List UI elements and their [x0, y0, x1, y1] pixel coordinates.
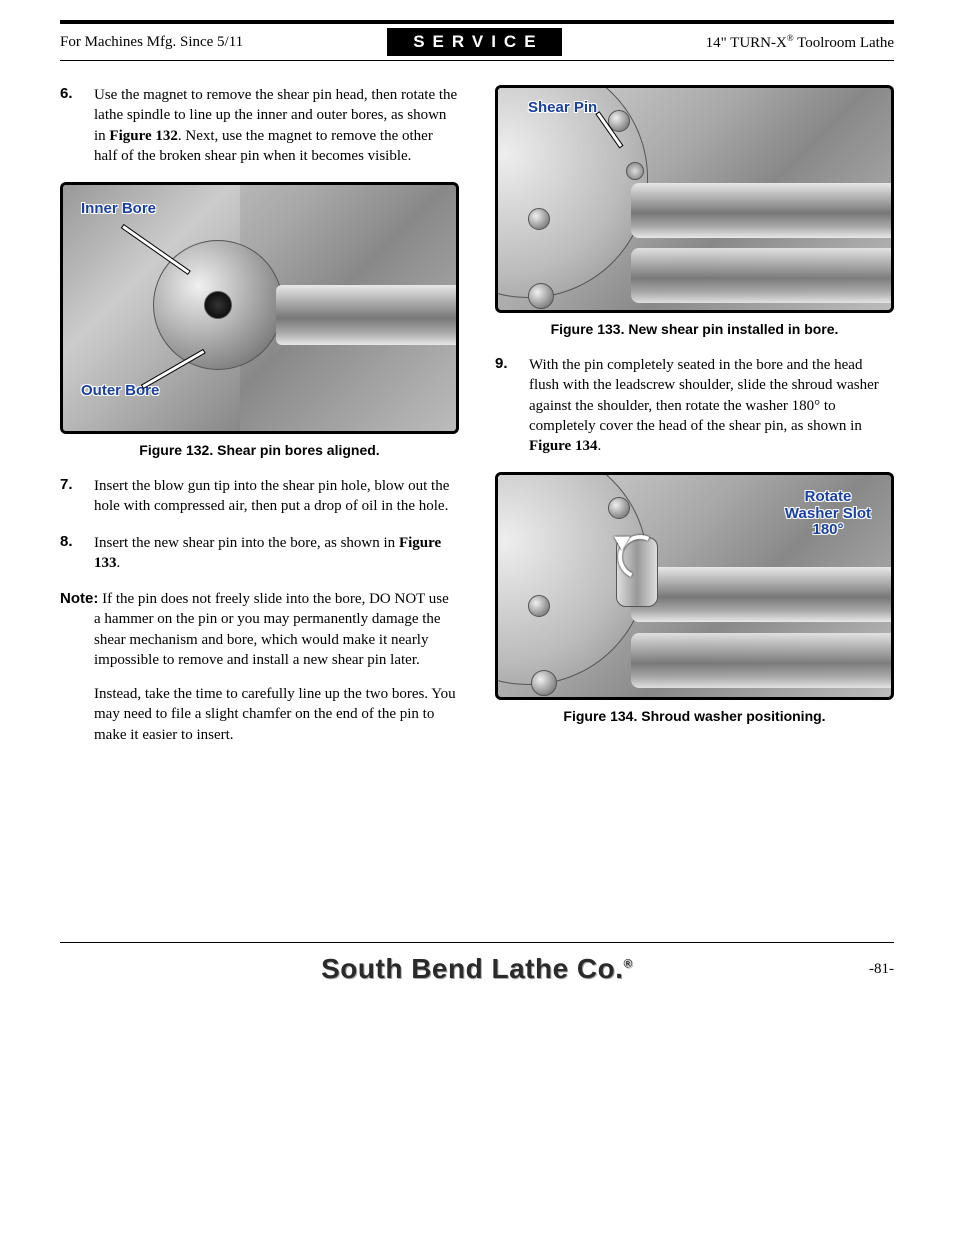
step-9: 9. With the pin completely seated in the… — [495, 355, 894, 456]
note-p2: Instead, take the time to carefully line… — [94, 684, 459, 745]
step-number: 8. — [60, 533, 94, 574]
note-label: Note: — [60, 590, 98, 607]
step-7: 7. Insert the blow gun tip into the shea… — [60, 476, 459, 517]
step-number: 7. — [60, 476, 94, 517]
figure-132-image: Inner Bore Outer Bore — [60, 182, 459, 434]
content-columns: 6. Use the magnet to remove the shear pi… — [60, 85, 894, 742]
figure-134: Rotate Washer Slot 180° Figure 134. Shro… — [495, 472, 894, 724]
step-text: With the pin completely seated in the bo… — [529, 355, 894, 456]
step-text: Use the magnet to remove the shear pin h… — [94, 85, 459, 166]
fig134-label-rotate: Rotate Washer Slot 180° — [783, 489, 873, 539]
step-text: Insert the new shear pin into the bore, … — [94, 533, 459, 574]
figure-134-image: Rotate Washer Slot 180° — [495, 472, 894, 700]
footer-brand: South Bend Lathe Co.® — [321, 953, 633, 985]
header-left: For Machines Mfg. Since 5/11 — [60, 34, 243, 51]
step-number: 9. — [495, 355, 529, 456]
figure-132: Inner Bore Outer Bore Figure 132. Shear … — [60, 182, 459, 458]
figure-132-caption: Figure 132. Shear pin bores aligned. — [60, 442, 459, 458]
step-8: 8. Insert the new shear pin into the bor… — [60, 533, 459, 574]
step-number: 6. — [60, 85, 94, 166]
page-footer: South Bend Lathe Co.® -81- — [60, 943, 894, 995]
figure-133-image: Shear Pin — [495, 85, 894, 313]
header-right: 14" TURN-X® Toolroom Lathe — [706, 33, 894, 52]
header-section-title: SERVICE — [387, 28, 561, 56]
figure-133: Shear Pin Figure 133. New shear pin inst… — [495, 85, 894, 337]
step-text: Insert the blow gun tip into the shear p… — [94, 476, 459, 517]
note-block: Note: If the pin does not freely slide i… — [60, 589, 459, 745]
left-column: 6. Use the magnet to remove the shear pi… — [60, 85, 459, 742]
fig132-label-inner: Inner Bore — [81, 201, 156, 218]
right-column: Shear Pin Figure 133. New shear pin inst… — [495, 85, 894, 742]
figure-134-caption: Figure 134. Shroud washer positioning. — [495, 708, 894, 724]
footer-page-number: -81- — [869, 961, 894, 978]
page-header: For Machines Mfg. Since 5/11 SERVICE 14"… — [60, 20, 894, 61]
fig133-label-pin: Shear Pin — [528, 100, 597, 117]
step-6: 6. Use the magnet to remove the shear pi… — [60, 85, 459, 166]
figure-133-caption: Figure 133. New shear pin installed in b… — [495, 321, 894, 337]
